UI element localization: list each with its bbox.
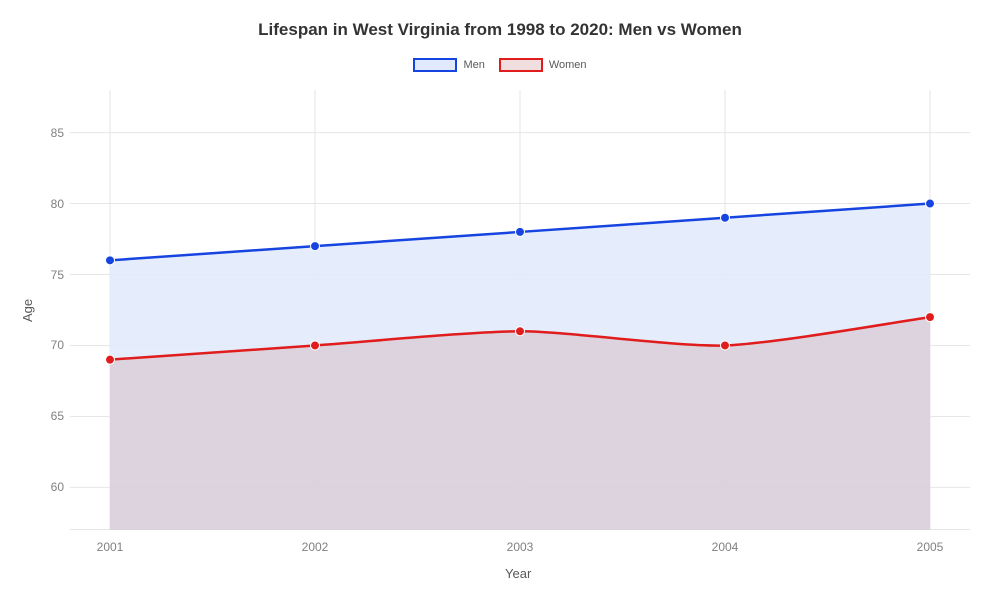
legend: Men Women <box>0 58 1000 72</box>
legend-label-men: Men <box>463 59 484 71</box>
x-tick-label: 2001 <box>97 540 124 554</box>
legend-swatch-men <box>413 58 457 72</box>
y-tick-label: 80 <box>40 197 64 211</box>
legend-swatch-women <box>499 58 543 72</box>
legend-label-women: Women <box>549 59 587 71</box>
y-tick-label: 60 <box>40 480 64 494</box>
legend-item-men: Men <box>413 58 484 72</box>
chart-title: Lifespan in West Virginia from 1998 to 2… <box>0 20 1000 40</box>
x-tick-label: 2004 <box>712 540 739 554</box>
x-axis-label: Year <box>505 566 531 581</box>
x-tick-label: 2003 <box>507 540 534 554</box>
plot-area <box>70 90 970 530</box>
y-tick-label: 70 <box>40 338 64 352</box>
chart-container: Lifespan in West Virginia from 1998 to 2… <box>0 0 1000 600</box>
y-axis-label: Age <box>20 299 35 322</box>
legend-item-women: Women <box>499 58 587 72</box>
x-tick-label: 2002 <box>302 540 329 554</box>
chart-svg <box>70 90 970 530</box>
x-tick-label: 2005 <box>917 540 944 554</box>
y-tick-label: 85 <box>40 126 64 140</box>
y-tick-label: 65 <box>40 409 64 423</box>
y-tick-label: 75 <box>40 268 64 282</box>
